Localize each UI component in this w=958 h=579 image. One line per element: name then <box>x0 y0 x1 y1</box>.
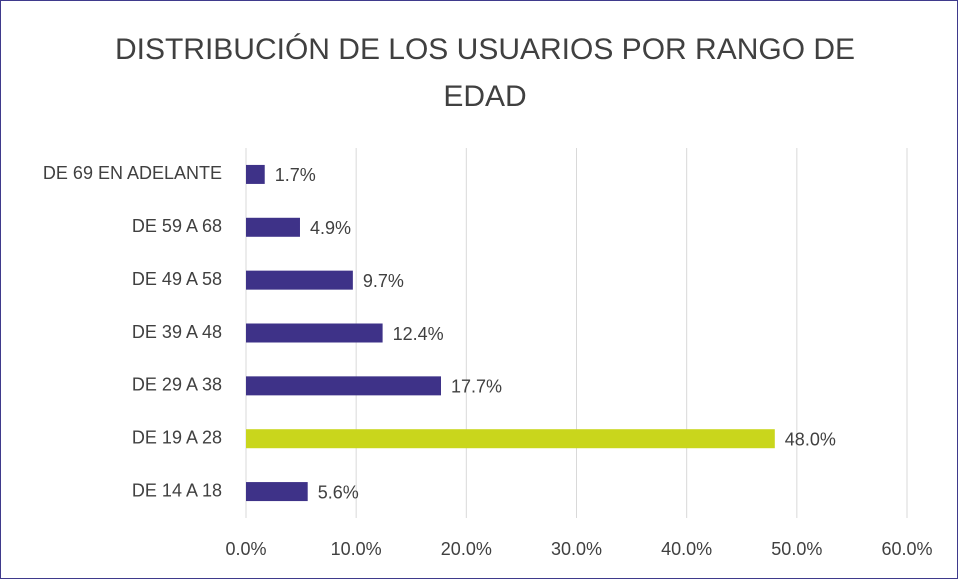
y-tick-label: DE 49 A 58 <box>132 269 222 289</box>
x-tick-label: 30.0% <box>551 539 602 559</box>
bar <box>246 376 441 396</box>
data-label: 1.7% <box>275 165 316 185</box>
data-label: 5.6% <box>318 482 359 502</box>
y-tick-label: DE 69 EN ADELANTE <box>43 163 222 183</box>
bar <box>246 429 775 449</box>
x-tick-label: 60.0% <box>881 539 932 559</box>
data-label: 9.7% <box>363 271 404 291</box>
x-tick-label: 0.0% <box>225 539 266 559</box>
data-label: 12.4% <box>393 324 444 344</box>
x-tick-label: 40.0% <box>661 539 712 559</box>
bar <box>246 323 383 343</box>
x-tick-label: 50.0% <box>771 539 822 559</box>
y-tick-label: DE 39 A 48 <box>132 322 222 342</box>
data-label: 17.7% <box>451 377 502 397</box>
data-label: 4.9% <box>310 218 351 238</box>
bar <box>246 482 308 502</box>
x-tick-label: 10.0% <box>331 539 382 559</box>
bar <box>246 164 265 184</box>
chart-title: DISTRIBUCIÓN DE LOS USUARIOS POR RANGO D… <box>114 33 856 113</box>
x-tick-label: 20.0% <box>441 539 492 559</box>
data-label: 48.0% <box>785 429 836 449</box>
y-tick-label: DE 19 A 28 <box>132 427 222 447</box>
bar <box>246 270 353 290</box>
y-tick-label: DE 59 A 68 <box>132 216 222 236</box>
y-tick-label: DE 29 A 38 <box>132 375 222 395</box>
bar <box>246 217 300 237</box>
y-tick-label: DE 14 A 18 <box>132 480 222 500</box>
